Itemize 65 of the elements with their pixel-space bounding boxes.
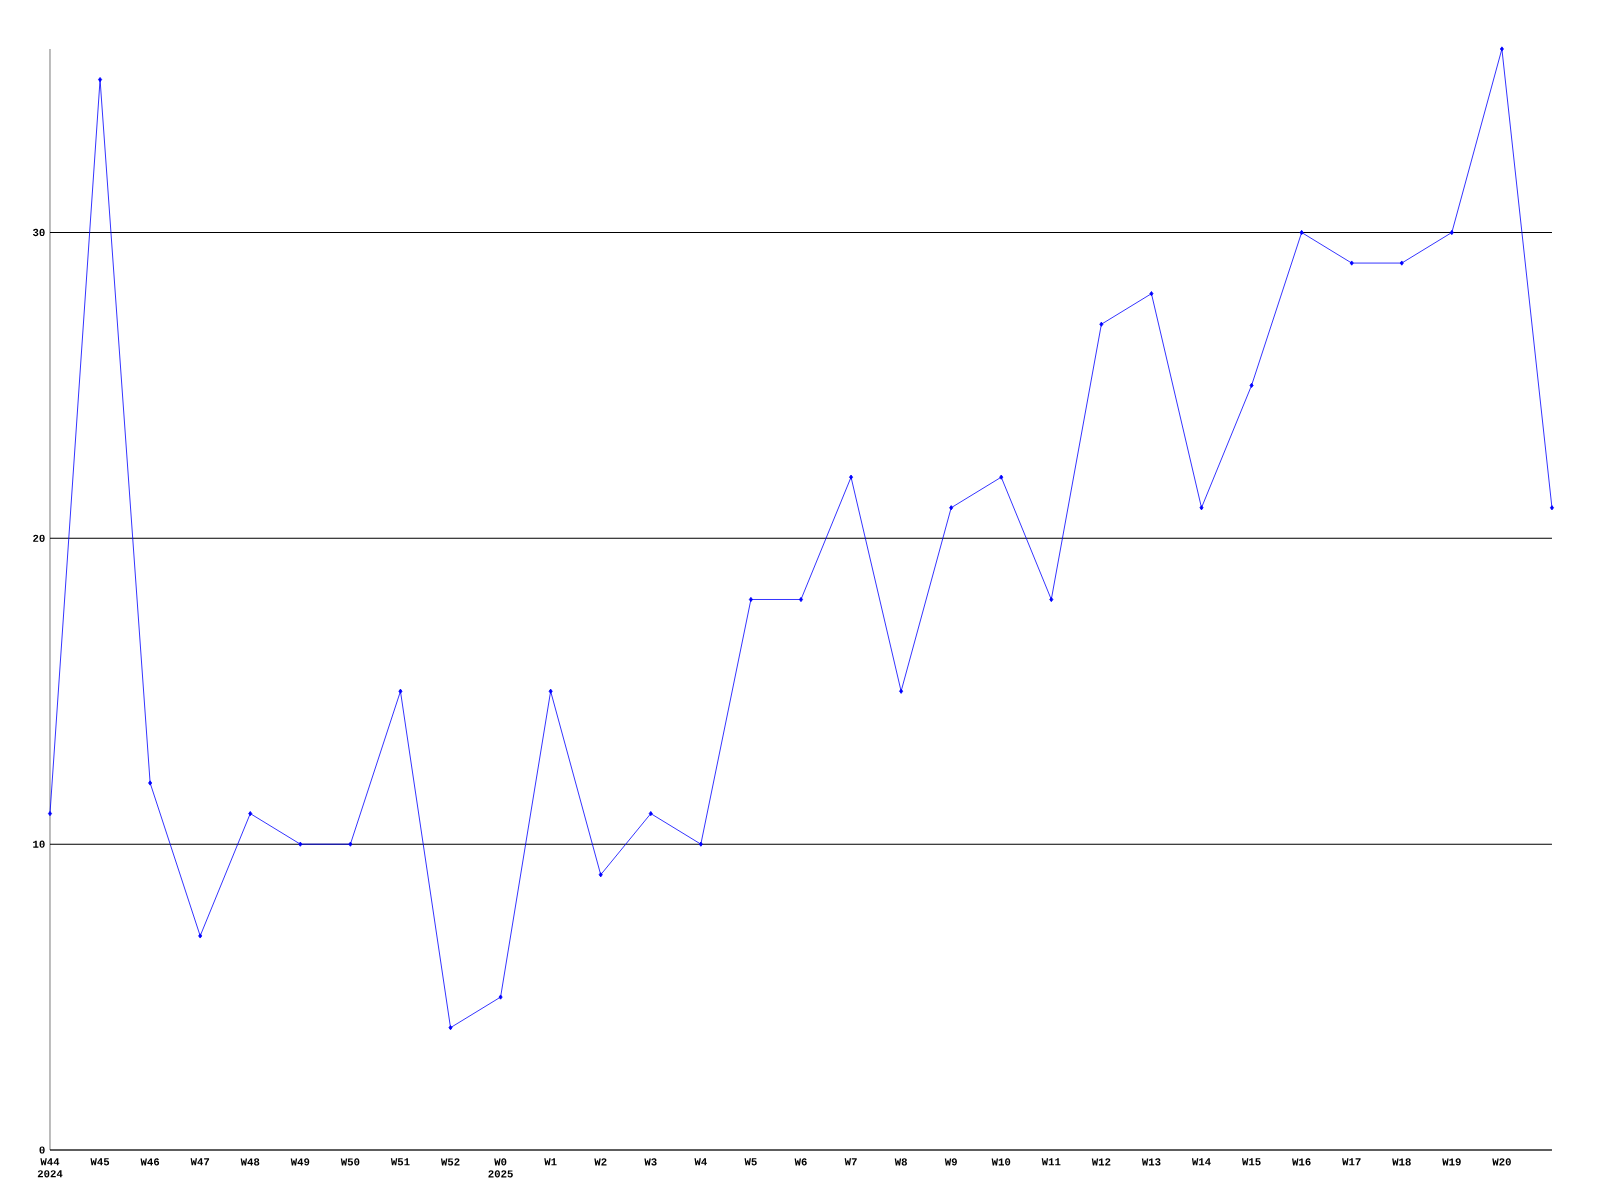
- x-tick-label: W20: [1492, 1158, 1511, 1166]
- x-tick-label: W46: [140, 1158, 160, 1166]
- point: [648, 811, 653, 817]
- x-tick-label: W14: [1191, 1158, 1211, 1166]
- x-tick-label: W47: [190, 1158, 210, 1166]
- point: [1249, 382, 1254, 388]
- x-tick-label: W18: [1392, 1158, 1411, 1166]
- x-tick-label: W11: [1041, 1158, 1061, 1166]
- point: [548, 688, 553, 694]
- x-tick-label: W48: [240, 1158, 260, 1166]
- x-tick-label: W17: [1342, 1158, 1361, 1166]
- x-tick-label: W52: [440, 1158, 460, 1166]
- point: [198, 933, 203, 939]
- point: [48, 811, 52, 817]
- point: [849, 474, 854, 480]
- x-tick-label: W16: [1292, 1158, 1311, 1166]
- point: [1199, 505, 1204, 511]
- point: [598, 872, 603, 878]
- point: [698, 841, 703, 847]
- y-tick-label: 30: [32, 228, 45, 237]
- point: [899, 688, 904, 694]
- x-tick-label: W13: [1141, 1158, 1161, 1166]
- point: [248, 811, 253, 817]
- point: [1499, 46, 1504, 52]
- point: [1299, 229, 1304, 236]
- x-tick-label: W44 2024: [37, 1158, 63, 1178]
- point: [298, 841, 303, 847]
- y-tick-label: 10: [33, 840, 45, 848]
- point: [148, 780, 153, 786]
- x-tick-label: W1: [544, 1158, 557, 1166]
- x-tick-label: W15: [1241, 1158, 1261, 1166]
- point: [798, 596, 803, 603]
- x-tick-label: W45: [90, 1158, 110, 1166]
- point: [1349, 260, 1354, 266]
- x-tick-label: W50: [340, 1158, 360, 1166]
- point: [448, 1025, 453, 1031]
- x-tick-label: W0 2025: [488, 1158, 513, 1178]
- point: [1099, 321, 1104, 327]
- x-tick-label: W6: [794, 1158, 807, 1166]
- point: [1399, 260, 1404, 266]
- x-tick-label: W4: [694, 1158, 707, 1166]
- x-tick-label: W5: [744, 1158, 757, 1166]
- point: [498, 994, 503, 1000]
- x-tick-label: W9: [944, 1158, 957, 1166]
- point: [1149, 291, 1154, 297]
- x-tick-label: W19: [1442, 1158, 1461, 1166]
- point: [1549, 505, 1554, 511]
- point: [1049, 596, 1054, 603]
- point: [1449, 229, 1454, 236]
- x-tick-label: W7: [844, 1158, 857, 1166]
- x-tick-label: W8: [894, 1158, 907, 1166]
- point: [398, 688, 403, 694]
- point: [98, 77, 103, 83]
- y-tick-label: 0: [39, 1146, 45, 1154]
- point: [949, 505, 954, 511]
- point: [348, 841, 353, 847]
- y-tick-label: 20: [33, 534, 45, 542]
- point: [748, 596, 753, 603]
- x-tick-label: W3: [644, 1158, 657, 1166]
- point: [999, 474, 1004, 480]
- x-tick-label: W10: [991, 1158, 1011, 1166]
- x-tick-label: W12: [1091, 1158, 1111, 1166]
- x-tick-label: W2: [594, 1158, 607, 1166]
- x-tick-label: W49: [290, 1158, 310, 1166]
- x-tick-label: W51: [390, 1158, 410, 1166]
